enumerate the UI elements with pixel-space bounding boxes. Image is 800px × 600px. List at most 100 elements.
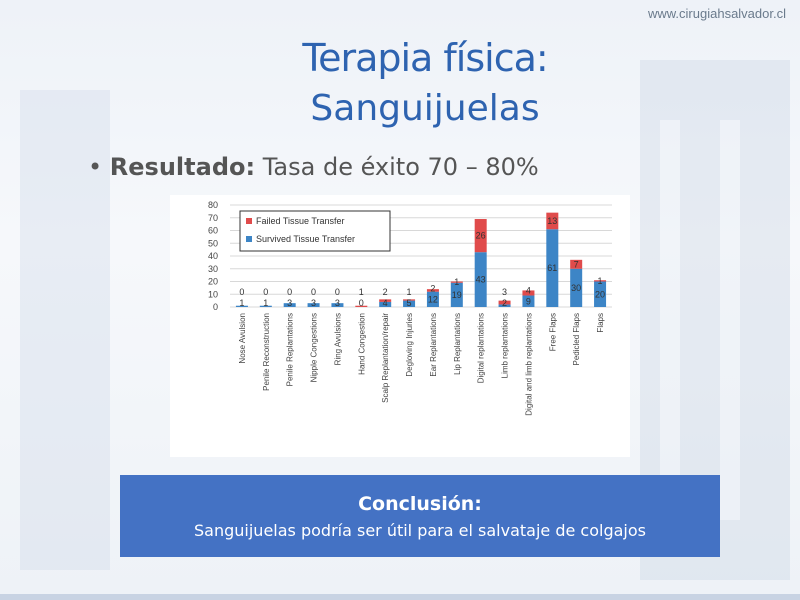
bar-failed: [498, 300, 511, 305]
bar-survived: [283, 303, 296, 307]
bar-failed: [450, 281, 463, 283]
y-tick-label: 80: [208, 200, 218, 210]
legend-entry: Failed Tissue Transfer: [256, 216, 345, 226]
data-label-survived: 1: [263, 298, 268, 308]
x-tick-label: Scalp Replantation/repair: [381, 313, 390, 403]
data-label-survived: 20: [595, 289, 605, 299]
x-tick-label: Ear Replantations: [429, 313, 438, 377]
x-tick-label: Digital and limb replantations: [524, 313, 533, 416]
bullet-label: Resultado:: [109, 153, 256, 181]
y-tick-label: 10: [208, 289, 218, 299]
data-label-failed: 1: [598, 276, 603, 286]
bar-chart: 0 10 20 30 40 50 60 70 80 1 0 Nose Avulsion 1 0 Penile…: [170, 195, 630, 457]
x-tick-label: Digital replantations: [477, 313, 486, 383]
data-label-failed: 1: [454, 277, 459, 287]
data-label-survived: 9: [526, 296, 531, 306]
site-url: www.cirugiahsalvador.cl: [647, 6, 786, 21]
footer-line: [0, 594, 800, 600]
x-tick-label: Nipple Congestions: [310, 313, 319, 382]
bar-survived: [498, 304, 511, 307]
y-tick-label: 20: [208, 277, 218, 287]
x-tick-label: Ring Avulsions: [333, 313, 342, 365]
conclusion-heading: Conclusión:: [358, 493, 482, 515]
data-label-failed: 0: [287, 287, 292, 297]
data-label-survived: 3: [287, 298, 292, 308]
bar-failed: [474, 219, 487, 253]
y-tick-label: 40: [208, 251, 218, 261]
bar-failed: [546, 212, 559, 230]
data-label-survived: 1: [239, 298, 244, 308]
data-label-failed: 0: [335, 287, 340, 297]
data-label-failed: 13: [547, 216, 557, 226]
legend-swatch: [246, 218, 252, 224]
slide-title: Terapia física:: [302, 36, 548, 80]
data-label-failed: 0: [239, 287, 244, 297]
legend-entry: Survived Tissue Transfer: [256, 234, 355, 244]
legend-swatch: [246, 236, 252, 242]
data-label-survived: 61: [547, 263, 557, 273]
x-tick-label: Penile Replantations: [286, 313, 295, 386]
bar-failed: [403, 299, 416, 301]
x-tick-label: Free Flaps: [548, 313, 557, 351]
bar-failed: [426, 289, 439, 292]
y-tick-label: 60: [208, 226, 218, 236]
y-tick-label: 0: [213, 302, 218, 312]
bar-survived: [594, 281, 607, 307]
data-label-failed: 7: [574, 259, 579, 269]
data-label-survived: 4: [383, 298, 388, 308]
result-bullet: • Resultado: Tasa de éxito 70 – 80%: [88, 153, 539, 181]
data-label-survived: 43: [476, 275, 486, 285]
x-tick-label: Hand Congestion: [357, 313, 366, 375]
bar-survived: [546, 229, 559, 307]
y-tick-label: 30: [208, 264, 218, 274]
bar-failed: [355, 305, 368, 307]
x-tick-label: Lip Replantations: [453, 313, 462, 375]
slide-subtitle: Sanguijuelas: [310, 88, 540, 129]
data-label-survived: 19: [452, 290, 462, 300]
conclusion-text: Sanguijuelas podría ser útil para el sal…: [194, 521, 646, 540]
x-tick-label: Flaps: [596, 313, 605, 333]
x-tick-label: Degloving Injuries: [405, 313, 414, 377]
legend-box: [239, 210, 391, 252]
bar-failed: [379, 299, 392, 302]
bar-survived: [235, 305, 248, 307]
bar-survived: [426, 291, 439, 307]
y-tick-label: 50: [208, 238, 218, 248]
x-tick-label: Pedicled Flaps: [572, 313, 581, 365]
data-label-failed: 0: [263, 287, 268, 297]
bar-survived: [331, 303, 344, 307]
data-label-failed: 1: [359, 287, 364, 297]
bar-survived: [570, 268, 583, 307]
bar-survived: [522, 295, 535, 307]
data-label-survived: 3: [311, 298, 316, 308]
bar-survived: [307, 303, 320, 307]
data-label-survived: 3: [335, 298, 340, 308]
bar-survived: [450, 282, 463, 307]
data-label-survived: 2: [502, 298, 507, 308]
data-label-survived: 0: [359, 298, 364, 308]
bullet-text: Tasa de éxito 70 – 80%: [255, 153, 539, 181]
conclusion-box: Conclusión: Sanguijuelas podría ser útil…: [120, 475, 720, 557]
data-label-failed: 2: [430, 283, 435, 293]
x-tick-label: Penile Reconstruction: [262, 313, 271, 391]
y-tick-label: 70: [208, 213, 218, 223]
data-label-failed: 1: [407, 287, 412, 297]
data-label-failed: 26: [476, 231, 486, 241]
x-tick-label: Nose Avulsion: [238, 313, 247, 364]
bar-failed: [522, 290, 535, 296]
data-label-failed: 2: [383, 287, 388, 297]
bar-survived: [474, 252, 487, 307]
bar-failed: [570, 259, 583, 269]
data-label-failed: 3: [502, 287, 507, 297]
data-label-failed: 4: [526, 285, 531, 295]
bar-survived: [259, 305, 272, 307]
data-label-survived: 30: [571, 283, 581, 293]
data-label-failed: 0: [311, 287, 316, 297]
x-tick-label: Limb replantations: [501, 313, 510, 378]
bar-survived: [403, 300, 416, 307]
data-label-survived: 12: [428, 294, 438, 304]
data-label-survived: 5: [407, 298, 412, 308]
bar-failed: [594, 280, 607, 282]
bar-survived: [379, 301, 392, 307]
